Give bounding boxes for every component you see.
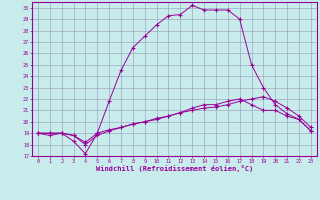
X-axis label: Windchill (Refroidissement éolien,°C): Windchill (Refroidissement éolien,°C) (96, 165, 253, 172)
